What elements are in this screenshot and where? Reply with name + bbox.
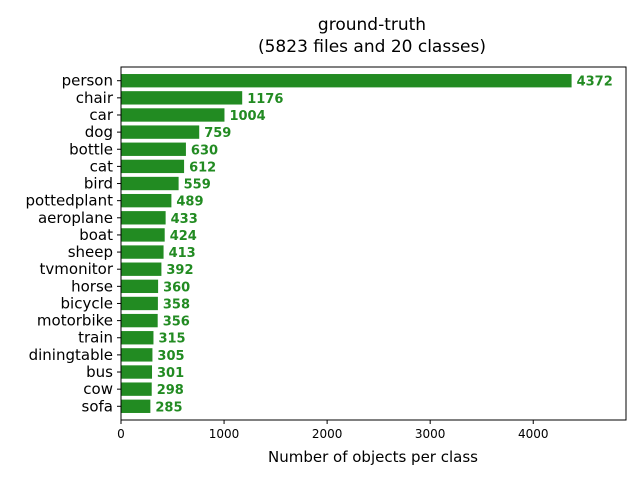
bar-pottedplant — [121, 193, 172, 208]
y-tick-label-diningtable: diningtable — [29, 346, 113, 364]
data-label-horse: 360 — [163, 280, 190, 295]
data-label-motorbike: 356 — [163, 315, 190, 330]
bar-motorbike — [121, 313, 158, 328]
y-tick-label-dog: dog — [85, 123, 113, 141]
data-label-train: 315 — [158, 332, 185, 347]
data-label-bottle: 630 — [191, 143, 218, 158]
x-tick-label-3000: 3000 — [415, 427, 446, 441]
data-label-bird: 559 — [184, 178, 211, 193]
bar-boat — [121, 228, 165, 242]
bar-cow — [121, 382, 152, 396]
data-label-person: 4372 — [577, 75, 613, 90]
data-label-bus: 301 — [157, 366, 184, 381]
bar-bus — [121, 365, 153, 379]
bar-person — [121, 74, 572, 88]
y-tick-label-bottle: bottle — [69, 140, 113, 158]
x-tick-label-2000: 2000 — [312, 427, 343, 441]
data-label-tvmonitor: 392 — [166, 263, 193, 278]
x-tick-label-4000: 4000 — [518, 427, 549, 441]
y-tick-label-train: train — [78, 329, 113, 347]
bar-diningtable — [121, 348, 153, 362]
y-tick-label-aeroplane: aeroplane — [38, 209, 113, 227]
y-tick-label-cow: cow — [83, 380, 113, 398]
y-tick-label-boat: boat — [79, 226, 113, 244]
data-label-cow: 298 — [157, 383, 184, 398]
bar-aeroplane — [121, 211, 166, 225]
bar-chair — [121, 91, 243, 105]
bar-bicycle — [121, 296, 158, 311]
chart-subtitle: (5823 files and 20 classes) — [258, 37, 486, 57]
data-label-diningtable: 305 — [157, 349, 184, 364]
data-label-cat: 612 — [189, 160, 216, 175]
data-label-boat: 424 — [170, 229, 197, 244]
x-tick-label-0: 0 — [117, 427, 125, 441]
data-label-sheep: 413 — [169, 246, 196, 261]
x-tick-label-1000: 1000 — [209, 427, 240, 441]
bar-train — [121, 331, 154, 345]
x-axis-label: Number of objects per class — [268, 448, 478, 466]
y-tick-label-car: car — [89, 106, 113, 124]
bar-tvmonitor — [121, 262, 162, 276]
bar-horse — [121, 279, 159, 294]
y-tick-label-horse: horse — [71, 277, 113, 295]
bar-bottle — [121, 142, 186, 156]
y-tick-label-pottedplant: pottedplant — [26, 192, 114, 210]
bar-dog — [121, 125, 200, 139]
y-tick-label-sheep: sheep — [68, 243, 113, 261]
y-tick-label-bus: bus — [86, 363, 113, 381]
chart-title: ground-truth — [318, 15, 426, 35]
data-label-dog: 759 — [204, 126, 231, 141]
plot-frame — [120, 66, 627, 421]
data-label-aeroplane: 433 — [171, 212, 198, 227]
bar-cat — [121, 159, 185, 174]
y-tick-label-cat: cat — [90, 157, 113, 175]
bar-car — [121, 108, 225, 122]
plot-area: 4372 person 1176 chair 1004 car 759 dog 630 bottl… — [26, 72, 613, 441]
y-tick-label-bicycle: bicycle — [61, 294, 113, 312]
y-tick-label-sofa: sofa — [82, 397, 113, 415]
bar-bird — [121, 176, 179, 191]
y-tick-label-chair: chair — [76, 89, 114, 107]
data-label-bicycle: 358 — [163, 297, 190, 312]
bar-sofa — [121, 399, 151, 413]
data-label-pottedplant: 489 — [176, 195, 203, 210]
data-label-sofa: 285 — [155, 400, 182, 415]
y-tick-label-bird: bird — [84, 175, 113, 193]
data-label-chair: 1176 — [247, 92, 283, 107]
y-tick-label-tvmonitor: tvmonitor — [40, 260, 114, 278]
bar-sheep — [121, 245, 164, 259]
y-tick-label-person: person — [62, 72, 113, 90]
data-label-car: 1004 — [229, 109, 265, 124]
y-tick-label-motorbike: motorbike — [37, 312, 113, 330]
